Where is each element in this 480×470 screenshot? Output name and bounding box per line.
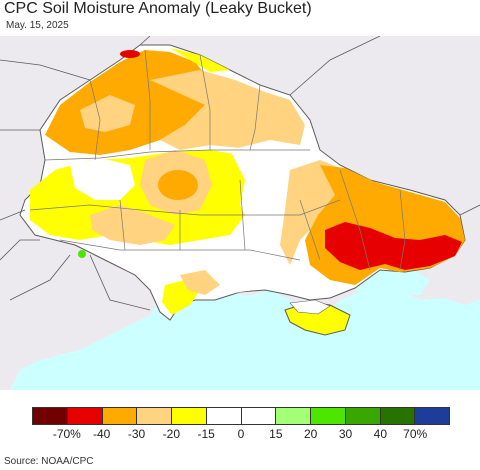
zone-verydry-north-spot (120, 50, 140, 58)
legend-label: 30 (338, 427, 353, 441)
zone-moddry-nw2 (80, 95, 135, 132)
legend-swatch-moderately-dry (137, 408, 172, 424)
legend-label: -15 (197, 427, 215, 441)
legend-swatch-extreme-wet (415, 408, 449, 424)
legend-colorbar (32, 407, 450, 425)
legend-swatch-dry (102, 408, 138, 424)
legend-label: -40 (92, 427, 111, 441)
legend-label: 70% (403, 427, 428, 441)
zone-dry-central-spot (158, 170, 198, 200)
legend-label: 40 (373, 427, 388, 441)
zone-moddry-east (280, 160, 345, 265)
map-area (0, 35, 480, 390)
sea-of-azov (355, 268, 430, 298)
legend-swatch-moderately-wet (311, 408, 346, 424)
legend-label: -20 (162, 427, 180, 441)
legend-swatch-near-normal-wet (241, 408, 277, 424)
legend-swatch-slightly-wet (276, 408, 311, 424)
neighbor-borders (0, 35, 480, 311)
map-svg (0, 35, 480, 390)
legend-swatch-extreme-dry (33, 408, 68, 424)
map-title: CPC Soil Moisture Anomaly (Leaky Bucket) (4, 0, 312, 17)
legend-swatch-slightly-dry (172, 408, 207, 424)
source-note: Source: NOAA/CPC (4, 456, 94, 467)
zone-moddry-north (150, 70, 305, 150)
zone-slightdry-north (170, 48, 230, 72)
zone-moddry-southwest (90, 205, 175, 245)
legend-label: -30 (127, 427, 146, 441)
zone-moddry-odesa (180, 270, 220, 295)
legend-label: 20 (303, 427, 318, 441)
legend-label: -70% (52, 427, 81, 441)
zone-wet-spot (78, 250, 86, 258)
legend-swatch-very-dry (67, 408, 103, 424)
black-sea (10, 285, 480, 390)
legend-swatch-wet (345, 408, 381, 424)
map-date: May. 15, 2025 (6, 20, 69, 31)
zone-normal-west (70, 158, 135, 200)
crimea-north (289, 299, 331, 315)
legend-swatch-very-wet (380, 408, 416, 424)
legend-swatch-near-normal-dry (206, 408, 242, 424)
oblast-borders (29, 49, 406, 271)
zone-verydry-east (325, 222, 462, 270)
legend-label: 0 (237, 427, 245, 441)
legend-label: 15 (269, 427, 283, 441)
legend-labels: -70% -40 -30 -20 -15 0 15 20 30 40 70% (32, 427, 450, 441)
